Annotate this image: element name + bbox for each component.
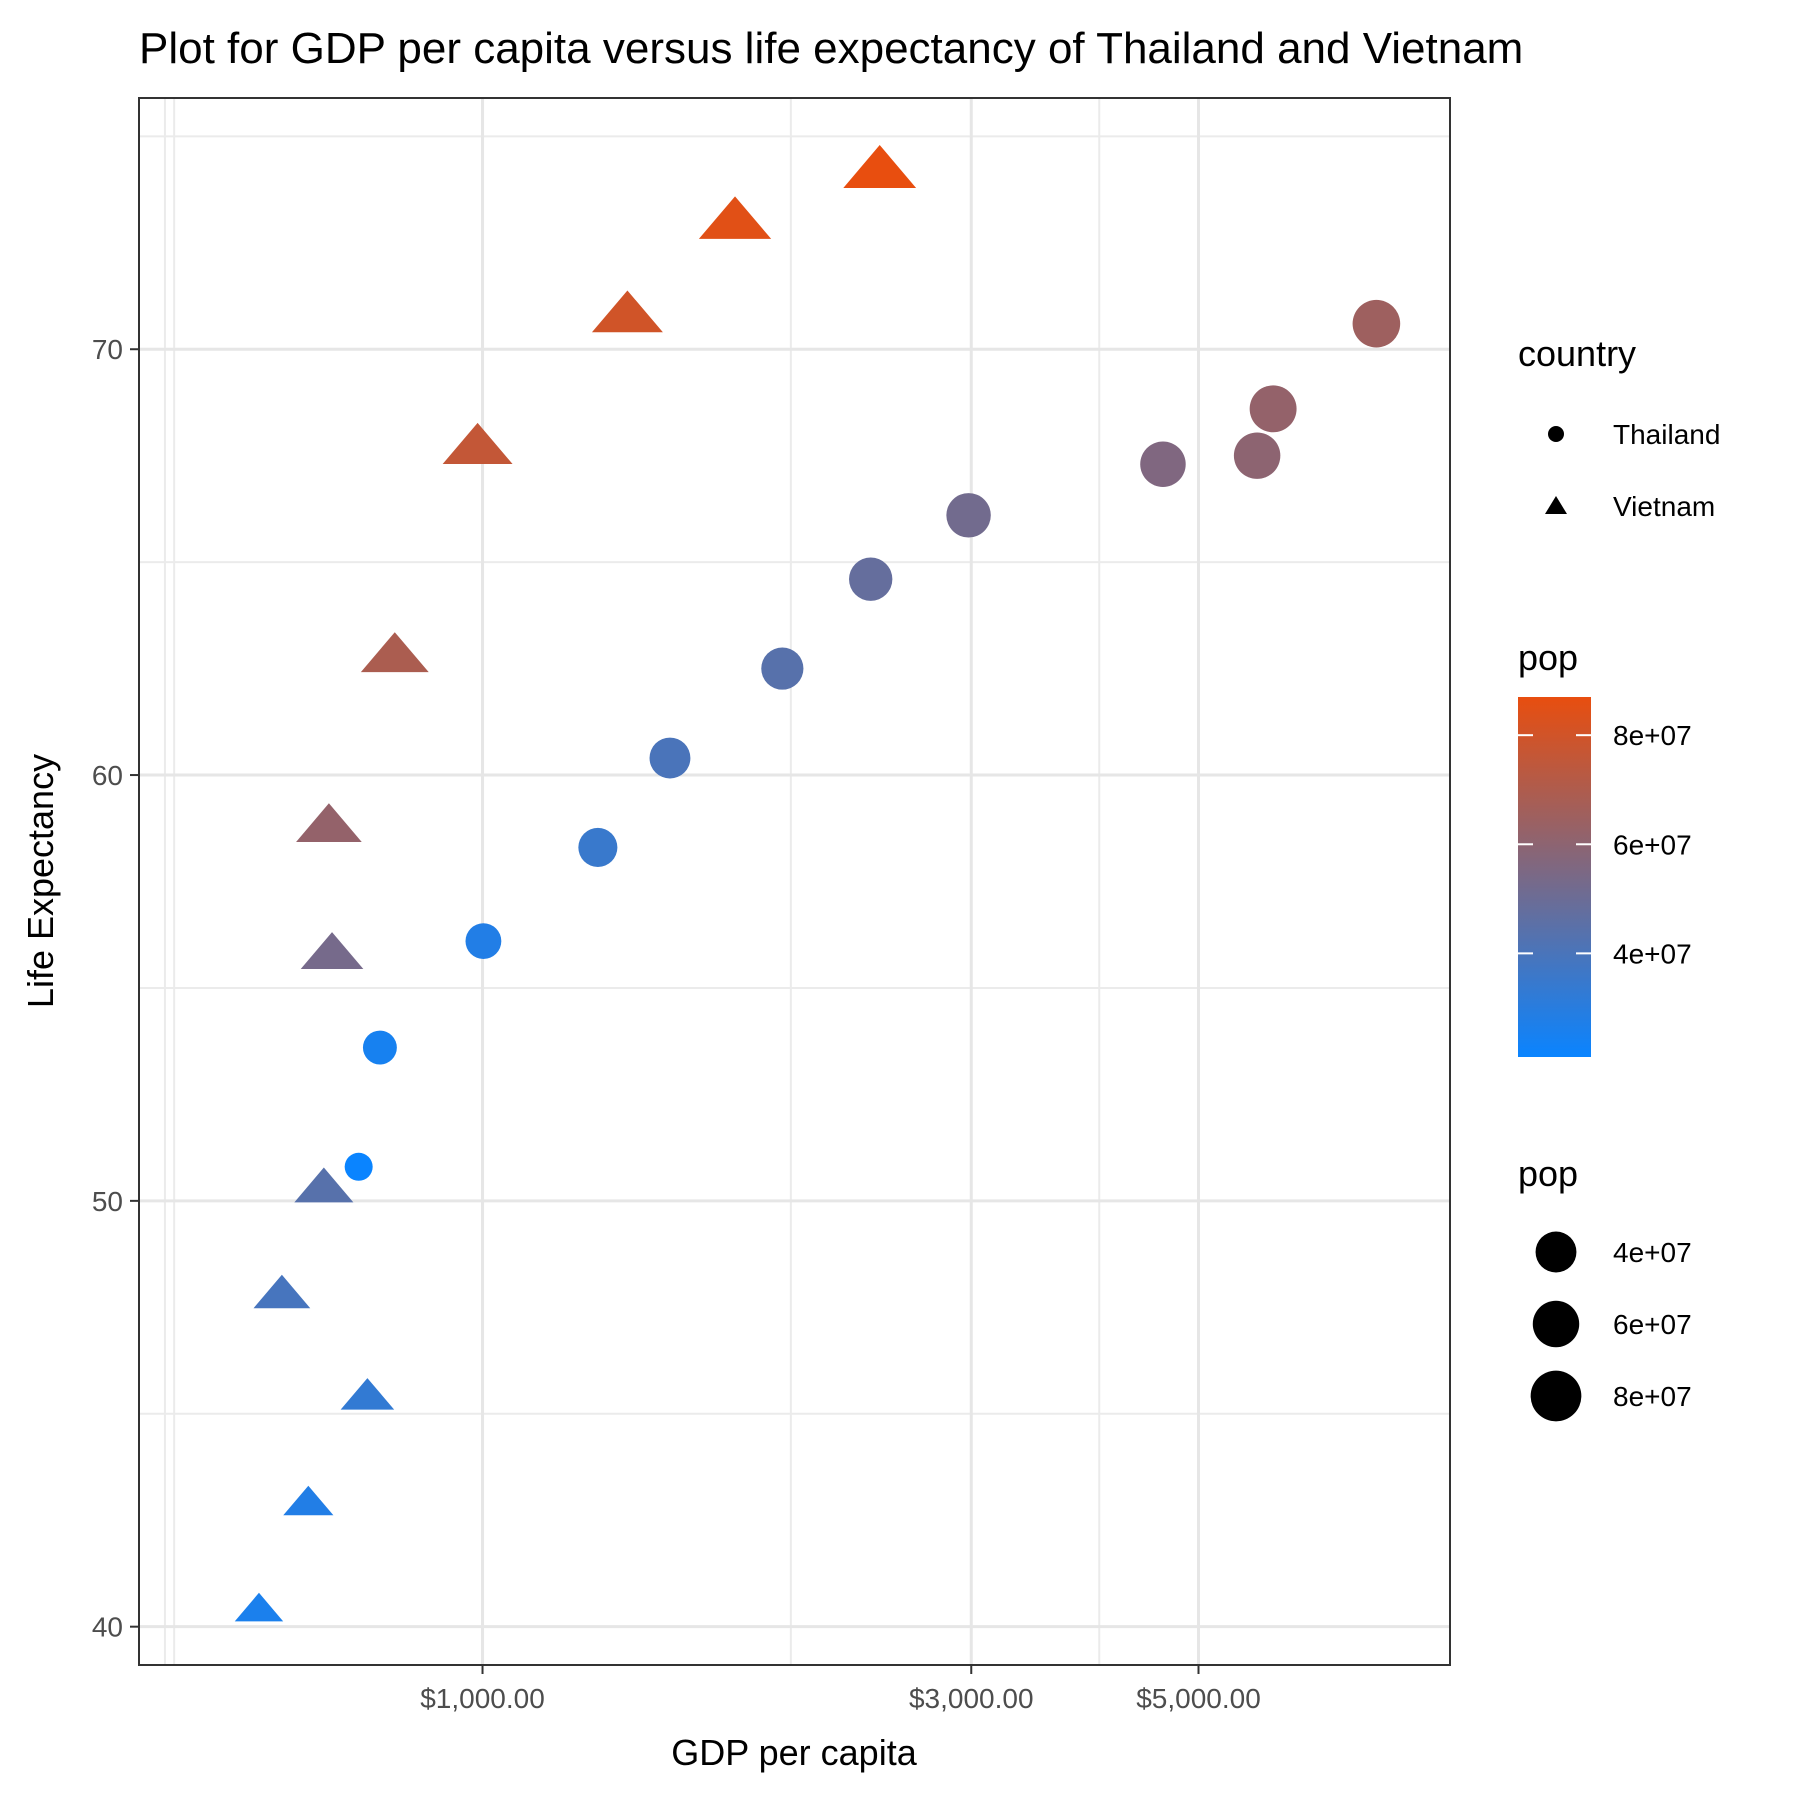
colorbar-tick-label: 8e+07	[1613, 720, 1692, 751]
y-axis-title: Life Expectancy	[20, 754, 61, 1008]
legend-size-label: 6e+07	[1613, 1309, 1692, 1340]
point-thailand	[1140, 441, 1186, 487]
legend-country-title: country	[1518, 333, 1636, 374]
legend-country: country Thailand Vietnam	[1518, 333, 1720, 522]
point-vietnam	[843, 145, 917, 188]
plot-panel-border	[138, 97, 1451, 1666]
point-vietnam	[360, 632, 429, 673]
point-vietnam	[283, 1485, 334, 1516]
colorbar	[1518, 697, 1591, 1057]
point-vietnam	[698, 196, 772, 239]
point-vietnam	[253, 1274, 311, 1309]
point-thailand	[1352, 299, 1401, 348]
legend-size-title: pop	[1518, 1153, 1578, 1194]
y-tick-label: 40	[92, 1612, 123, 1643]
colorbar-tick-label: 4e+07	[1613, 938, 1692, 969]
x-tick-label: $1,000.00	[420, 1683, 545, 1714]
legend-country-label: Thailand	[1613, 419, 1720, 450]
legend-color-title: pop	[1518, 637, 1578, 678]
point-vietnam	[340, 1378, 395, 1410]
legend-pop-size: pop 4e+07 6e+07 8e+07	[1518, 1153, 1692, 1422]
point-thailand	[649, 737, 691, 779]
grid	[139, 98, 1450, 1665]
point-thailand	[578, 827, 618, 867]
legend-size-label: 8e+07	[1613, 1381, 1692, 1412]
point-vietnam	[442, 422, 513, 465]
x-axis-title: GDP per capita	[671, 1732, 917, 1773]
point-vietnam	[296, 803, 362, 842]
legend-size-label: 4e+07	[1613, 1237, 1692, 1268]
point-thailand	[761, 647, 804, 690]
y-tick-label: 70	[92, 334, 123, 365]
point-thailand	[344, 1152, 373, 1181]
x-tick-label: $3,000.00	[909, 1683, 1034, 1714]
point-thailand	[465, 923, 502, 960]
legend-size-key	[1535, 1231, 1577, 1273]
point-thailand	[1233, 432, 1281, 479]
legend-size-key	[1530, 1370, 1582, 1422]
chart-title: Plot for GDP per capita versus life expe…	[139, 24, 1523, 73]
point-thailand	[946, 493, 991, 538]
point-vietnam	[300, 932, 364, 969]
y-tick-label: 60	[92, 760, 123, 791]
legend-pop-color: pop 4e+07 6e+07 8e+07	[1518, 637, 1692, 1057]
point-vietnam	[294, 1167, 354, 1203]
legend-country-label: Vietnam	[1613, 491, 1715, 522]
data-points	[234, 145, 1401, 1622]
y-tick-label: 50	[92, 1186, 123, 1217]
x-tick-label: $5,000.00	[1136, 1683, 1261, 1714]
legend-size-key	[1532, 1300, 1580, 1348]
point-thailand	[362, 1030, 397, 1065]
axes: $1,000.00 $3,000.00 $5,000.00 40 50 60 70	[92, 334, 1261, 1714]
legend-triangle-key	[1545, 496, 1567, 514]
point-vietnam	[591, 290, 663, 333]
point-vietnam	[234, 1592, 284, 1622]
legend-circle-key	[1548, 426, 1564, 442]
point-thailand	[1249, 385, 1297, 433]
point-thailand	[849, 557, 893, 601]
colorbar-tick-label: 6e+07	[1613, 829, 1692, 860]
